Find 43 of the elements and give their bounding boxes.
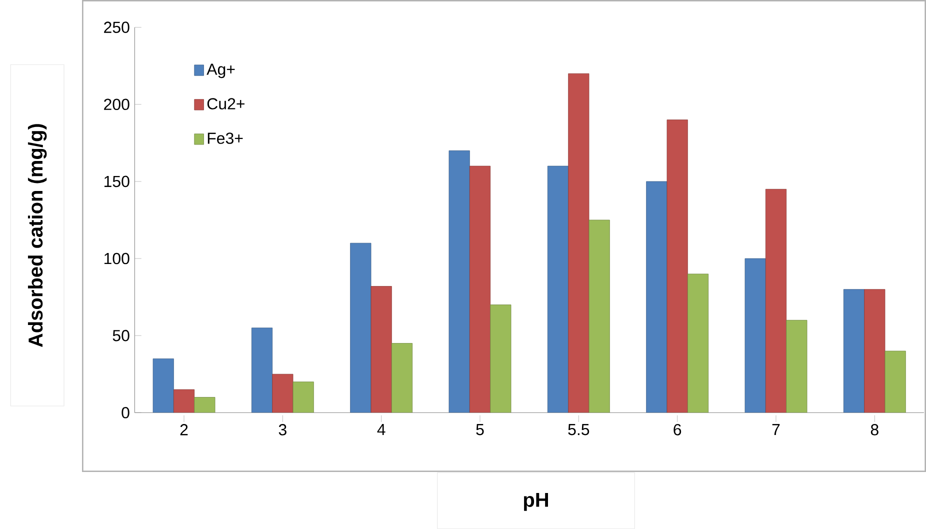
bar — [173, 389, 195, 413]
x-tick-label: 3 — [278, 424, 286, 436]
x-tick-label: 8 — [870, 424, 878, 436]
y-axis-title: Adsorbed cation (mg/g) — [28, 124, 47, 348]
bar — [152, 358, 174, 413]
bar — [646, 181, 668, 413]
bar — [350, 242, 372, 413]
y-tick-label: 50 — [112, 330, 130, 342]
y-tick-label: 150 — [104, 176, 130, 188]
y-tick-label: 100 — [104, 252, 130, 264]
x-tick-label: 6 — [674, 424, 682, 436]
x-tick-label: 4 — [377, 424, 386, 436]
bar — [588, 220, 610, 413]
bar — [843, 289, 865, 413]
bar — [666, 120, 688, 413]
legend-label: Ag+ — [206, 64, 235, 78]
bar — [864, 289, 886, 413]
x-tick-label: 5.5 — [568, 424, 590, 436]
legend-label: Fe3+ — [208, 132, 243, 144]
x-tick-label: 5 — [476, 424, 484, 436]
bar — [292, 382, 314, 413]
bar — [568, 73, 590, 413]
bar — [744, 258, 766, 413]
bar — [251, 328, 273, 413]
bar — [448, 150, 470, 413]
y-tick-label: 200 — [104, 98, 130, 110]
bar — [490, 304, 512, 413]
bar — [687, 274, 709, 413]
bar — [547, 166, 569, 413]
bar — [194, 397, 216, 413]
bar — [272, 374, 294, 413]
bar — [786, 320, 808, 413]
bar — [884, 350, 906, 413]
y-tick-label: 0 — [122, 407, 130, 418]
x-tick-label: 2 — [180, 424, 188, 436]
bar — [469, 166, 491, 413]
bar — [391, 343, 413, 413]
bar — [370, 286, 392, 413]
legend-label: Cu2+ — [207, 98, 244, 110]
x-axis-title: pH — [524, 493, 548, 511]
y-tick-label: 250 — [104, 22, 130, 34]
x-tick-label: 7 — [772, 424, 780, 436]
bar — [765, 189, 787, 413]
